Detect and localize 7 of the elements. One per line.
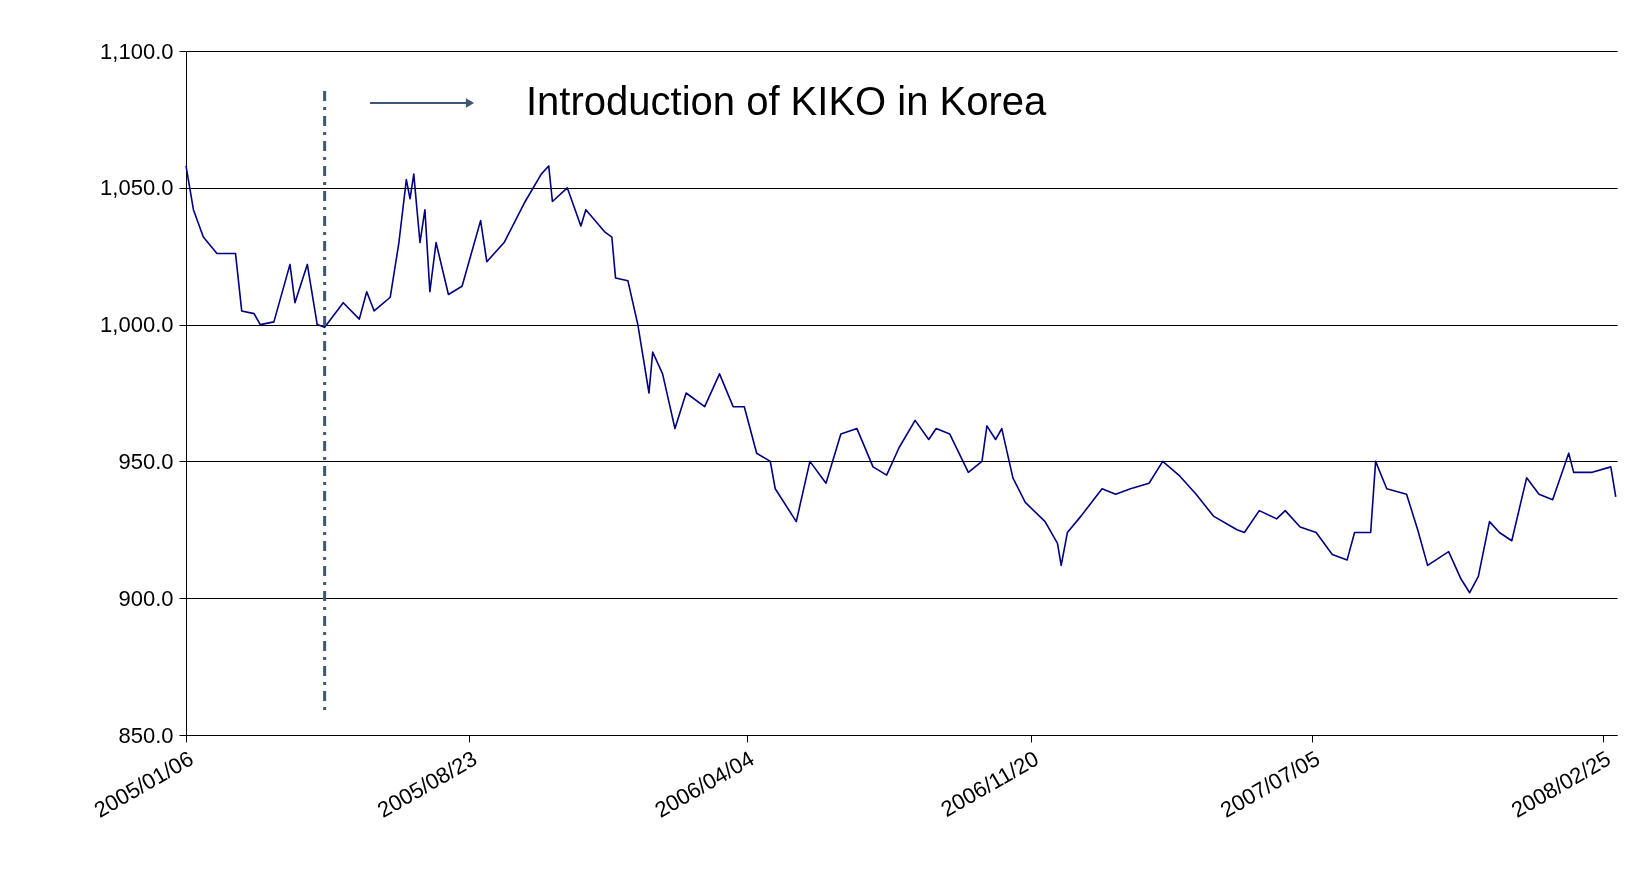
y-tick-label: 1,000.0 <box>100 312 174 338</box>
annotation: Introduction of KIKO in Korea <box>526 79 1048 123</box>
y-tick-label: 1,100.0 <box>100 38 174 64</box>
y-tick-label: 850.0 <box>118 722 174 748</box>
y-tick-label: 900.0 <box>118 585 174 611</box>
y-tick-label: 950.0 <box>118 448 174 474</box>
y-tick-label: 1,050.0 <box>100 175 174 201</box>
